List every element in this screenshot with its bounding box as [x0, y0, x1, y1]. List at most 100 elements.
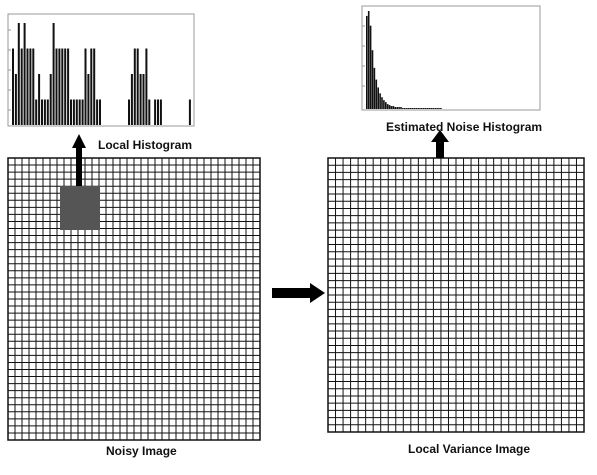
histogram-bar: [43, 99, 46, 125]
histogram-bar: [58, 48, 61, 125]
noise-histogram-frame: [361, 5, 541, 111]
histogram-bar: [421, 108, 423, 109]
histogram-bar: [49, 74, 52, 125]
histogram-bar: [84, 48, 87, 125]
noise-histogram-bars: [366, 11, 442, 110]
histogram-bar: [432, 108, 435, 109]
histogram-bar: [392, 106, 395, 109]
histogram-bar: [413, 108, 416, 109]
histogram-bar: [386, 104, 389, 109]
histogram-bar: [61, 48, 64, 125]
histogram-bar: [38, 74, 41, 125]
histogram-bar: [81, 99, 84, 125]
arrow-up-icon: [431, 130, 449, 158]
histogram-bar: [145, 48, 148, 125]
local-histogram-label: Local Histogram: [98, 138, 192, 152]
histogram-bar: [133, 48, 136, 125]
histogram-bar: [70, 99, 72, 125]
histogram-bar: [398, 107, 400, 109]
histogram-bar: [396, 107, 398, 109]
local-histogram-bars: [12, 23, 191, 125]
histogram-bar: [46, 99, 49, 125]
histogram-bar: [188, 99, 191, 125]
histogram-bar: [142, 74, 145, 125]
histogram-bar: [411, 108, 414, 109]
histogram-bar: [405, 108, 408, 109]
histogram-bar: [400, 107, 402, 109]
histogram-bar: [373, 67, 376, 109]
histogram-bar: [52, 23, 55, 125]
histogram-bar: [424, 108, 427, 109]
histogram-bar: [390, 106, 393, 109]
histogram-bar: [388, 105, 391, 109]
histogram-bar: [139, 74, 142, 125]
histogram-bar: [371, 50, 374, 109]
histogram-bar: [20, 48, 23, 125]
noise-histogram-ticks: [362, 25, 365, 87]
arrow-right-icon: [272, 283, 325, 303]
histogram-bar: [154, 99, 157, 125]
histogram-bar: [64, 48, 67, 125]
histogram-bar: [130, 74, 133, 125]
histogram-bar: [72, 99, 75, 125]
local-histogram-ticks: [8, 29, 11, 111]
histogram-bar: [159, 99, 162, 125]
histogram-bar: [434, 108, 436, 109]
local-variance-image-panel: [327, 157, 585, 433]
local-window-highlight: [60, 186, 100, 230]
histogram-bar: [128, 99, 130, 125]
histogram-bar: [14, 74, 17, 125]
histogram-bar: [438, 108, 440, 109]
histogram-bar: [409, 108, 412, 109]
histogram-bar: [383, 100, 385, 109]
histogram-bar: [436, 108, 438, 109]
histogram-bar: [35, 99, 38, 125]
histogram-bar: [404, 108, 406, 109]
histogram-bar: [17, 23, 20, 125]
histogram-bar: [41, 99, 43, 125]
histogram-bar: [407, 108, 410, 109]
local-histogram-chart: [7, 13, 195, 127]
histogram-bar: [402, 108, 404, 109]
histogram-bar: [367, 11, 370, 109]
histogram-bar: [67, 48, 70, 125]
histogram-bar: [426, 108, 429, 109]
histogram-bar: [440, 108, 442, 109]
histogram-bar: [157, 99, 159, 125]
histogram-bar: [377, 87, 379, 109]
histogram-bar: [375, 79, 378, 109]
local-variance-image-label: Local Variance Image: [408, 442, 530, 456]
histogram-bar: [385, 102, 387, 109]
histogram-bar: [136, 48, 139, 125]
histogram-bar: [12, 48, 14, 125]
arrow-up-icon: [72, 134, 86, 186]
estimated-noise-histogram-label: Estimated Noise Histogram: [386, 120, 542, 134]
histogram-bar: [96, 99, 99, 125]
noisy-image-label: Noisy Image: [106, 444, 177, 458]
histogram-bar: [381, 97, 383, 109]
histogram-bar: [90, 48, 93, 125]
histogram-bar: [55, 48, 58, 125]
histogram-bar: [93, 48, 96, 125]
histogram-bar: [75, 99, 78, 125]
noise-histogram-chart: [361, 5, 541, 111]
histogram-bar: [428, 108, 431, 109]
histogram-bar: [430, 108, 433, 109]
histogram-bar: [87, 74, 90, 125]
histogram-bar: [29, 48, 32, 125]
histogram-bar: [415, 108, 417, 109]
histogram-bar: [26, 48, 29, 125]
histogram-bar: [369, 25, 372, 110]
histogram-bar: [394, 107, 397, 109]
local-variance-image-grid: [328, 158, 584, 432]
noisy-image-panel: [7, 157, 261, 441]
histogram-bar: [32, 48, 35, 125]
histogram-bar: [366, 15, 368, 109]
histogram-bar: [99, 99, 101, 125]
histogram-bar: [417, 108, 419, 109]
histogram-bar: [419, 108, 421, 109]
histogram-bar: [423, 108, 425, 109]
histogram-bar: [148, 99, 151, 125]
noisy-image-grid: [8, 158, 260, 440]
